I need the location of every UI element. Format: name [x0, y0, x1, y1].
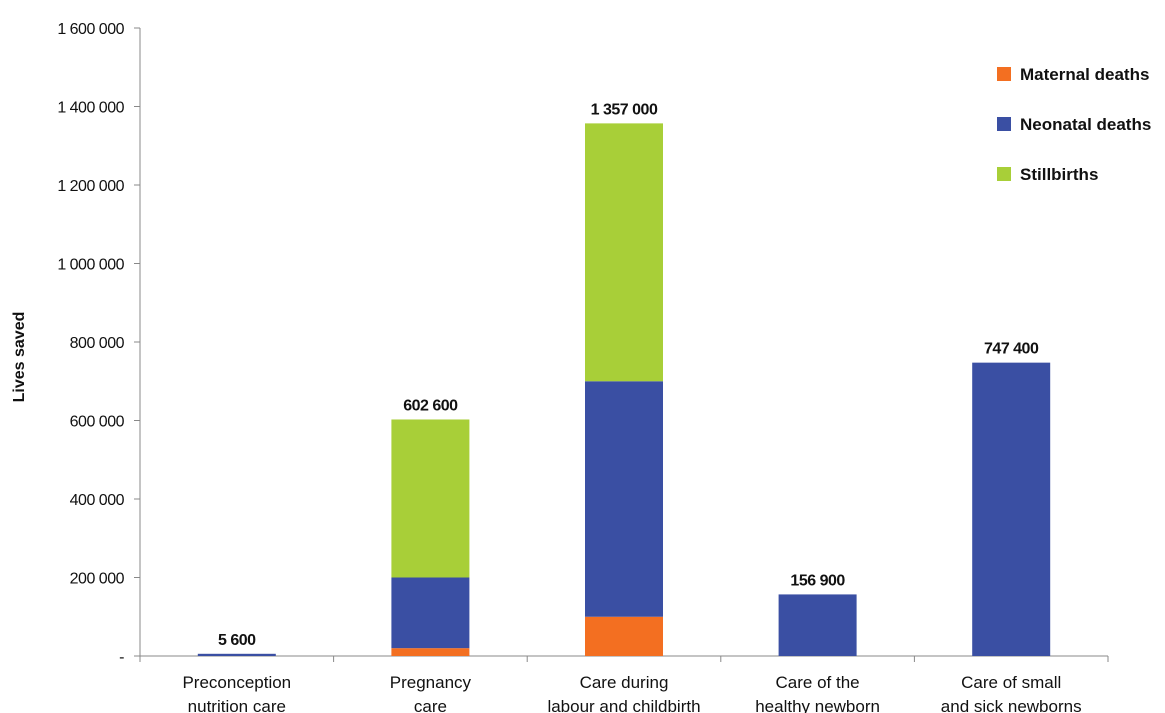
legend-swatch: [997, 67, 1011, 81]
y-tick-label: 1 000 000: [57, 257, 124, 274]
bar-segment-stillbirths: [391, 419, 470, 578]
bar-segment-neonatal-deaths: [197, 653, 276, 656]
y-tick-label: -: [119, 649, 124, 666]
bar-segment-maternal-deaths: [585, 616, 663, 656]
bar-total-label: 602 600: [403, 397, 458, 414]
legend-swatch: [997, 167, 1011, 181]
bars: [197, 123, 1051, 656]
bar-total-label: 156 900: [790, 572, 845, 589]
y-tick-label: 1 400 000: [57, 100, 124, 117]
bar-total-label: 747 400: [984, 341, 1039, 358]
bar-segment-neonatal-deaths: [972, 362, 1051, 656]
bar-segment-neonatal-deaths: [585, 381, 663, 617]
x-category-label: Care of small and sick newborns: [941, 673, 1082, 713]
x-category-label: Care of the healthy newborn: [755, 673, 880, 713]
bar-segment-neonatal-deaths: [391, 577, 470, 649]
legend-swatch: [997, 117, 1011, 131]
x-category-label: Pregnancy care: [390, 673, 472, 713]
y-axis-ticks: - 200 000 400 000 600 000 800 000 1 000 000 1 …: [57, 21, 140, 666]
legend-label: Neonatal deaths: [1020, 115, 1151, 134]
bar-total-label: 5 600: [218, 632, 256, 649]
bar-segment-maternal-deaths: [391, 648, 470, 656]
bar-segment-stillbirths: [585, 123, 663, 382]
y-tick-label: 400 000: [70, 492, 125, 509]
legend-label: Stillbirths: [1020, 165, 1098, 184]
y-tick-label: 600 000: [70, 414, 125, 431]
y-tick-label: 1 600 000: [57, 21, 124, 38]
bar-total-label: 1 357 000: [591, 101, 658, 118]
x-category-label: Preconception nutrition care: [182, 673, 291, 713]
bar-totals: 5 600 602 600 1 357 000 156 900 747 400: [218, 101, 1039, 648]
legend-label: Maternal deaths: [1020, 65, 1149, 84]
legend: Maternal deaths Neonatal deaths Stillbirth…: [997, 65, 1151, 184]
y-tick-label: 1 200 000: [57, 178, 124, 195]
y-axis-label: Lives saved: [11, 312, 28, 403]
y-tick-label: 200 000: [70, 571, 125, 588]
x-category-label: Care during labour and childbirth: [547, 673, 700, 713]
bar-segment-neonatal-deaths: [778, 594, 857, 656]
y-tick-label: 800 000: [70, 335, 125, 352]
x-axis-categories: Preconception nutrition care Pregnancy care…: [182, 673, 1081, 713]
